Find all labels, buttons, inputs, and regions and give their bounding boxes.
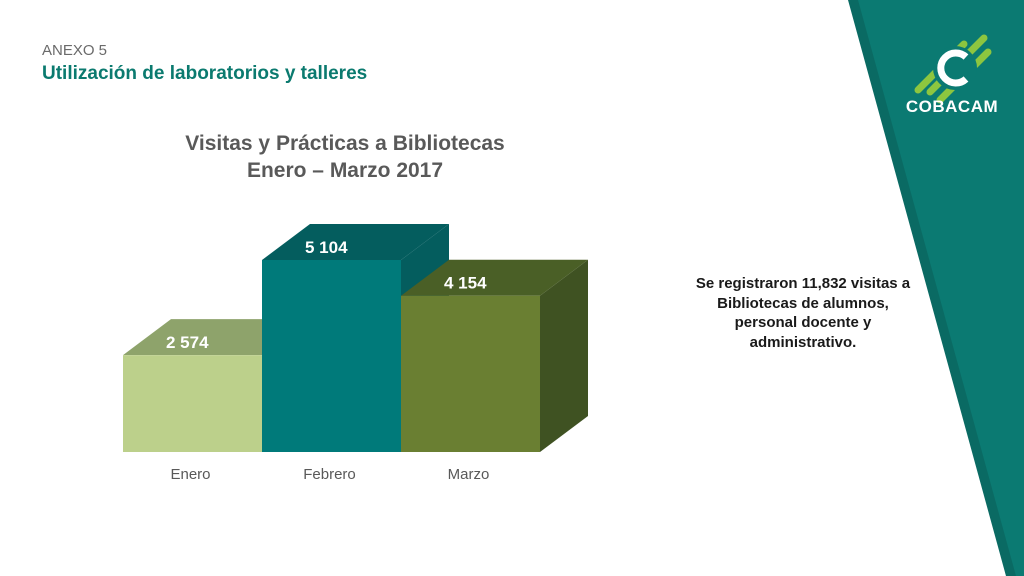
- bar-value-label: 4 154: [444, 274, 487, 293]
- bar-value-label: 5 104: [305, 238, 348, 257]
- chart-title: Visitas y Prácticas a Bibliotecas Enero …: [140, 130, 550, 184]
- bar-value-label: 2 574: [166, 333, 209, 352]
- annex-label: ANEXO 5: [42, 42, 108, 59]
- cobacam-logo-icon: [914, 34, 992, 104]
- bar-side-face: [540, 259, 588, 452]
- x-tick-label: Febrero: [303, 466, 356, 483]
- bar-front-face: [123, 355, 262, 452]
- bar-front-face: [262, 260, 401, 452]
- brand-name: COBACAM: [905, 97, 999, 116]
- summary-note: Se registraron 11,832 visitas a Bibliote…: [695, 275, 911, 351]
- x-tick-label: Marzo: [448, 466, 490, 483]
- chart-title-line2: Enero – Marzo 2017: [246, 159, 444, 182]
- bar-front-face: [401, 295, 540, 452]
- bar-marzo: 4 154: [401, 259, 588, 452]
- chart-title-line1: Visitas y Prácticas a Bibliotecas: [185, 132, 505, 155]
- bar-top-face: [401, 259, 588, 296]
- x-tick-label: Enero: [170, 466, 210, 483]
- bar-top-face: [262, 224, 449, 260]
- page-subtitle: Utilización de laboratorios y talleres: [42, 63, 368, 84]
